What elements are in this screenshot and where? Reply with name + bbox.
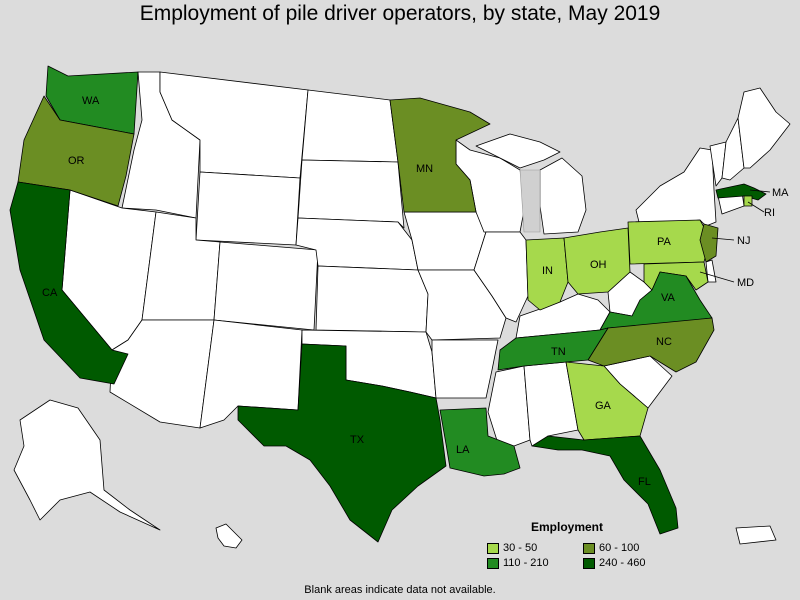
state-hi[interactable]: [215, 523, 243, 549]
label-wa: WA: [82, 95, 100, 107]
legend-swatch: [583, 557, 595, 569]
legend-item: 60 - 100: [583, 542, 679, 554]
state-tn[interactable]: [497, 327, 609, 371]
label-ma: MA: [772, 187, 789, 199]
state-ca[interactable]: [9, 181, 129, 385]
state-il[interactable]: [473, 231, 529, 323]
legend-label: 30 - 50: [503, 542, 538, 554]
label-tx: TX: [350, 434, 365, 446]
label-nj: NJ: [737, 235, 750, 247]
legend-swatch: [487, 542, 499, 554]
label-ri: RI: [764, 207, 775, 219]
territory-pr[interactable]: [735, 525, 777, 545]
label-mn: MN: [416, 163, 433, 175]
label-nc: NC: [656, 336, 672, 348]
label-pa: PA: [657, 236, 672, 248]
state-oh[interactable]: [563, 227, 631, 295]
state-sd[interactable]: [297, 159, 405, 229]
state-me[interactable]: [737, 87, 791, 169]
legend-label: 110 - 210: [503, 557, 549, 569]
legend-item: 30 - 50: [487, 542, 583, 554]
state-la[interactable]: [439, 407, 521, 477]
legend-swatch: [583, 542, 595, 554]
state-nc[interactable]: [587, 317, 715, 373]
state-ar[interactable]: [431, 339, 499, 399]
state-co[interactable]: [213, 241, 319, 331]
state-ms[interactable]: [487, 365, 531, 451]
state-ak[interactable]: [13, 399, 161, 531]
legend-item: 240 - 460: [583, 557, 679, 569]
state-ia[interactable]: [403, 211, 487, 271]
legend-item: 110 - 210: [487, 557, 583, 569]
label-ga: GA: [595, 400, 612, 412]
legend-title: Employment: [530, 520, 603, 534]
state-mi-upper[interactable]: [475, 133, 561, 169]
footnote: Blank areas indicate data not available.: [304, 584, 496, 596]
label-la: LA: [456, 444, 470, 456]
state-mn[interactable]: [389, 97, 491, 213]
state-tx[interactable]: [237, 343, 447, 543]
label-va: VA: [661, 292, 676, 304]
state-fl[interactable]: [531, 435, 679, 535]
legend-swatch: [487, 557, 499, 569]
label-in: IN: [542, 265, 553, 277]
legend-label: 240 - 460: [599, 557, 646, 569]
legend: Employment 30 - 50 60 - 100 110 - 210 24…: [487, 520, 677, 569]
state-mi-lower[interactable]: [539, 157, 587, 235]
state-ma[interactable]: [715, 183, 767, 201]
label-md: MD: [737, 277, 754, 289]
state-wy[interactable]: [195, 171, 301, 246]
state-de[interactable]: [705, 259, 717, 283]
label-tn: TN: [551, 346, 566, 358]
state-ri[interactable]: [743, 195, 753, 207]
state-or[interactable]: [17, 95, 135, 207]
label-oh: OH: [590, 259, 607, 271]
state-ga[interactable]: [565, 361, 649, 441]
label-ca: CA: [42, 287, 58, 299]
map-title: Employment of pile driver operators, by …: [139, 2, 661, 25]
state-ny[interactable]: [635, 147, 717, 227]
state-nj[interactable]: [699, 223, 719, 263]
legend-label: 60 - 100: [599, 542, 640, 554]
state-nh[interactable]: [721, 117, 745, 181]
label-fl: FL: [638, 476, 651, 488]
label-or: OR: [68, 155, 85, 167]
state-nd[interactable]: [301, 89, 399, 163]
state-ks[interactable]: [315, 265, 429, 333]
